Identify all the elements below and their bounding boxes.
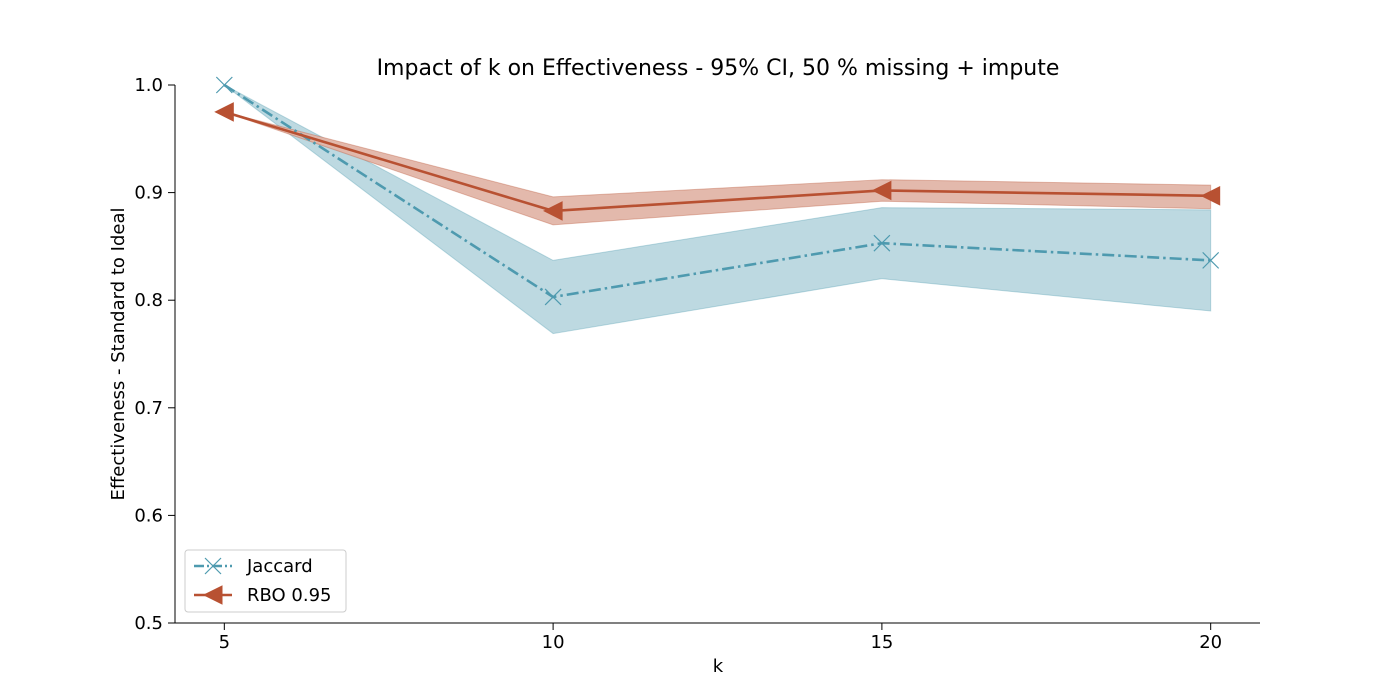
rbo-0-95-point [214,102,234,122]
rbo-0-95-line [223,110,1211,213]
x-axis-label: k [713,656,724,677]
x-tick-label: 10 [542,632,565,653]
series-lines [223,83,1211,299]
series-markers [214,76,1221,306]
y-tick-label: 0.9 [134,183,163,204]
jaccard-point [1202,251,1220,269]
legend-jaccard-marker [204,557,222,575]
y-tick-label: 0.8 [134,290,163,311]
chart-title: Impact of k on Effectiveness - 95% CI, 5… [377,56,1060,81]
legend-jaccard-label: Jaccard [246,556,313,577]
jaccard-point [544,288,562,306]
x-tick-label: 5 [219,632,230,653]
legend-entries: Jaccard RBO 0.95 [194,556,332,606]
y-axis-label: Effectiveness - Standard to Ideal [108,208,129,501]
y-ticks: 0.5 0.6 0.7 0.8 0.9 1.0 [134,75,175,634]
legend-rbo-0-95-marker [202,585,223,605]
rbo-0-95-point [1200,186,1221,206]
axes [174,85,1260,624]
rbo-0-95-point [542,201,563,221]
jaccard-point [873,234,891,252]
jaccard-point [215,76,233,94]
y-tick-label: 1.0 [134,75,163,96]
legend-rbo-0-95-label: RBO 0.95 [247,585,332,606]
rbo-0-95-point [871,180,892,201]
ci-bands [224,84,1212,335]
x-ticks: 5 10 15 20 [219,623,1222,653]
x-tick-label: 15 [870,632,893,653]
y-tick-label: 0.5 [134,613,163,634]
x-tick-label: 20 [1199,632,1222,653]
y-tick-label: 0.7 [134,398,163,419]
legend: Jaccard RBO 0.95 [184,549,347,613]
jaccard-line [223,83,1211,299]
y-tick-label: 0.6 [134,505,163,526]
